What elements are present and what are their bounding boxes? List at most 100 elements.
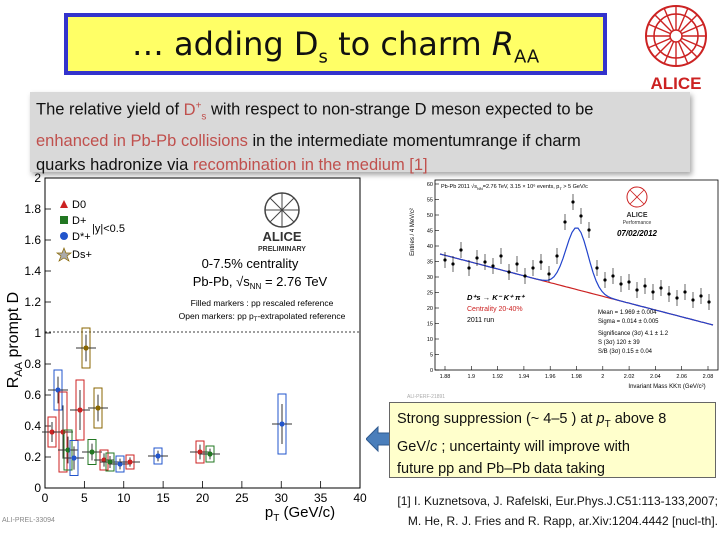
raa-plot: 0 0.2 0.4 0.6 0.8 1 1.2 1.4 1.6 1.8 2 0 5 10 15 20 25 30… [2, 171, 367, 524]
mass-point [547, 272, 551, 276]
raa-point [197, 449, 203, 455]
mass-y-tick-label: 45 [427, 229, 433, 235]
legend-marker-dplus [60, 216, 68, 224]
raa-point [117, 461, 123, 467]
mass-point [691, 298, 695, 302]
raa-x-tick-label: 25 [235, 491, 249, 505]
mass-point [483, 260, 487, 264]
mass-y-tick-label: 0 [430, 368, 433, 374]
raa-point [77, 407, 83, 413]
mass-point [571, 200, 575, 204]
intro-text-box: The relative yield of D+s with respect t… [30, 92, 690, 174]
raa-x-tick-label: 10 [117, 491, 131, 505]
mass-point [507, 270, 511, 274]
mass-stat-significance: Significance (3σ) 4.1 ± 1.2 [598, 331, 669, 337]
mass-plot-frame [434, 179, 719, 371]
mass-stat-signal: S (3σ) 120 ± 39 [598, 340, 640, 346]
raa-y-tick-label: 0.4 [24, 419, 41, 433]
legend-label-ds: Ds+ [72, 249, 92, 261]
raa-y-tick-label: 1.2 [24, 295, 41, 309]
intro-line-2: enhanced in Pb-Pb collisions in the inte… [36, 131, 581, 150]
mass-alice-performance-badge: ALICE Performance 07/02/2012 [617, 186, 658, 238]
raa-y-tick-label: 1.4 [24, 264, 41, 278]
mass-y-tick-label: 20 [427, 306, 433, 312]
mass-point [531, 266, 535, 270]
mass-point [587, 228, 591, 232]
mass-fit-stats: Mean = 1.969 ± 0.004 Sigma = 0.014 ± 0.0… [598, 310, 669, 355]
raa-y-tick-label: 0.8 [24, 357, 41, 371]
raa-point [279, 421, 285, 427]
mass-decay-label: D⁺s → K⁻ K⁺ π⁺ [467, 293, 525, 302]
mass-point [643, 284, 647, 288]
mass-point [667, 292, 671, 296]
mass-performance-label: Performance [623, 220, 652, 226]
reference-1: [1] I. Kuznetsova, J. Rafelski, Eur.Phys… [397, 494, 718, 508]
raa-x-tick-label: 40 [353, 491, 367, 505]
raa-point [55, 387, 61, 393]
mass-point [635, 288, 639, 292]
raa-point [65, 447, 71, 453]
mass-plot-tag: ALI-PERF-21891 [407, 394, 445, 400]
raa-y-tick-label: 1 [34, 326, 41, 340]
suppression-callout: Strong suppression (~ 4–5 ) at pT above … [389, 402, 716, 478]
mass-x-tick-label: 1.96 [545, 374, 556, 380]
legend-label-dstar: D*+ [72, 231, 91, 243]
mass-y-tick-label: 5 [430, 353, 433, 359]
intro-line-1: The relative yield of D+s with respect t… [36, 100, 594, 122]
title-box: … adding Ds to charm RAA [64, 13, 607, 75]
raa-alice-label: ALICE [263, 229, 302, 244]
mass-alice-logo-icon [626, 186, 648, 208]
mass-point [499, 254, 503, 258]
mass-y-tick-label: 30 [427, 275, 433, 281]
mass-y-tick-label: 50 [427, 213, 433, 219]
mass-point [675, 296, 679, 300]
legend-label-d0: D0 [72, 199, 86, 211]
mass-point [699, 294, 703, 298]
mass-point [539, 260, 543, 264]
mass-x-tick-label: 1.9 [467, 374, 475, 380]
raa-y-tick-label: 0.2 [24, 450, 41, 464]
mass-data-points [443, 194, 711, 310]
mass-y-tick-label: 10 [427, 337, 433, 343]
mass-x-tick-label: 2 [601, 374, 604, 380]
raa-point [95, 405, 101, 411]
raa-preliminary-label: PRELIMINARY [258, 246, 306, 253]
mass-stat-mean: Mean = 1.969 ± 0.004 [598, 310, 657, 316]
mass-centrality-label: Centrality 20-40% [467, 306, 523, 313]
mass-point [603, 278, 607, 282]
reference-2: M. He, R. J. Fries and R. Rapp, ar.Xiv:1… [407, 514, 718, 528]
mass-point [475, 256, 479, 260]
mass-x-tick-label: 1.98 [571, 374, 582, 380]
mass-x-tick-label: 1.88 [440, 374, 451, 380]
raa-x-tick-label: 5 [81, 491, 88, 505]
mass-stat-sb: S/B (3σ) 0.15 ± 0.04 [598, 349, 653, 355]
mass-point [459, 248, 463, 252]
mass-point [515, 262, 519, 266]
invariant-mass-plot: Pb-Pb 2011 √sNN=2.76 TeV, 3.15 × 10⁶ eve… [407, 179, 719, 400]
raa-system-label: Pb-Pb, √sNN = 2.76 TeV [193, 274, 328, 291]
mass-y-ticks: 0 5 10 15 20 25 30 35 40 45 50 55 60 [427, 182, 439, 374]
mass-x-tick-label: 2.06 [676, 374, 687, 380]
raa-point [107, 459, 113, 465]
legend-marker-d0 [60, 200, 68, 208]
raa-y-ticks: 0 0.2 0.4 0.6 0.8 1 1.2 1.4 1.6 1.8 2 [24, 171, 51, 495]
raa-point [71, 455, 77, 461]
raa-plot-frame [44, 177, 361, 489]
alice-logo: ALICE [645, 5, 707, 93]
raa-y-tick-label: 0 [34, 481, 41, 495]
mass-point [467, 266, 471, 270]
raa-point [101, 457, 107, 463]
mass-x-tick-label: 2.08 [703, 374, 714, 380]
raa-filled-markers-note: Filled markers : pp rescaled reference [191, 298, 334, 308]
mass-plot-header: Pb-Pb 2011 √sNN=2.76 TeV, 3.15 × 10⁶ eve… [441, 183, 588, 191]
raa-x-tick-label: 20 [196, 491, 210, 505]
mass-x-tick-label: 1.94 [519, 374, 530, 380]
raa-x-tick-label: 35 [314, 491, 328, 505]
mass-y-tick-label: 60 [427, 182, 433, 188]
callout-line-1: Strong suppression (~ 4–5 ) at pT above … [397, 411, 667, 430]
mass-x-axis-label: Invariant Mass KKπ (GeV/c²) [628, 384, 705, 390]
raa-point [83, 345, 89, 351]
raa-data-points [42, 327, 292, 476]
mass-y-tick-label: 35 [427, 260, 433, 266]
raa-point [127, 459, 133, 465]
